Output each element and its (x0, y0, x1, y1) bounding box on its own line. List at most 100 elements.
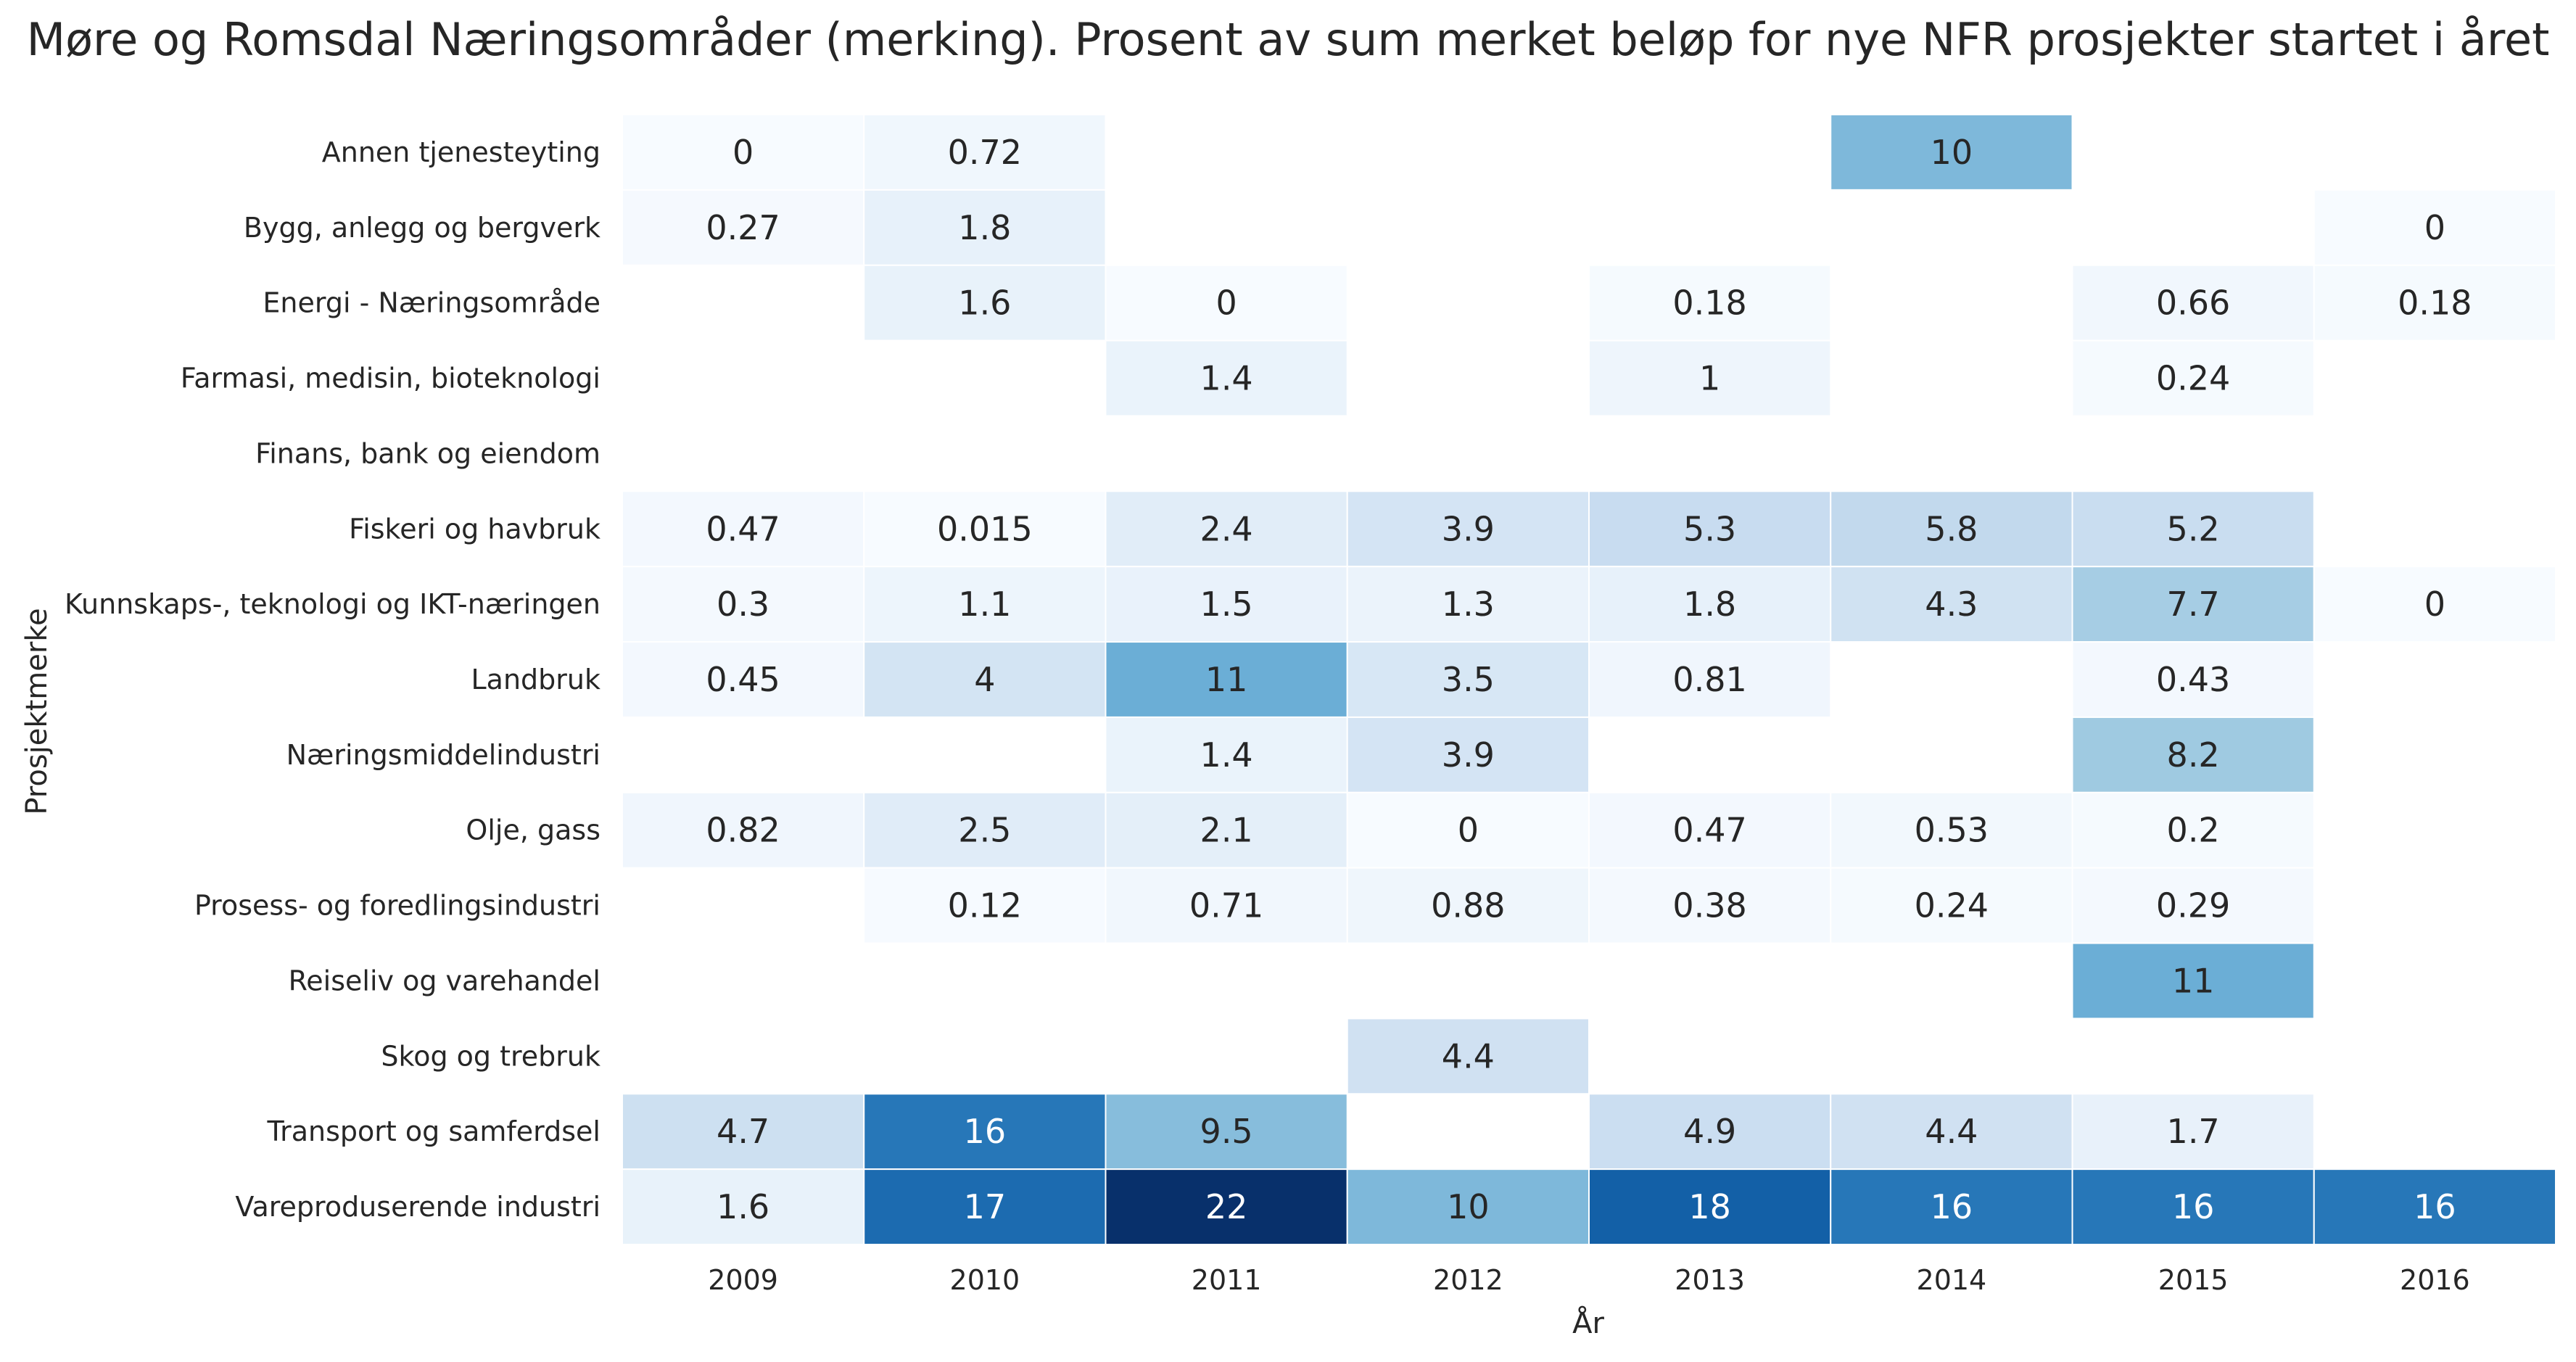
cell-value-label: 8.2 (2167, 735, 2220, 775)
heatmap-cell (863, 791, 1107, 869)
heatmap-cell (863, 490, 1107, 568)
y-tick-label: Fiskeri og havbruk (349, 513, 600, 545)
cell-value-label: 5.2 (2167, 509, 2220, 548)
cell-value-label: 0 (2424, 208, 2445, 247)
heatmap-cell (622, 566, 865, 643)
cell-value-label: 0.82 (706, 811, 780, 850)
cell-value-label: 0 (1458, 811, 1479, 850)
heatmap-cell (2071, 867, 2315, 944)
x-tick-label: 2012 (1433, 1264, 1503, 1296)
y-tick-label: Farmasi, medisin, bioteknologi (181, 363, 600, 395)
cell-value-label: 0.72 (948, 133, 1022, 172)
x-tick-label: 2014 (1917, 1264, 1987, 1296)
cell-value-label: 0 (2424, 585, 2445, 624)
cell-value-label: 0.18 (1672, 284, 1746, 323)
heatmap-cell (2313, 566, 2556, 643)
heatmap-cell (1830, 114, 2073, 191)
heatmap-cell (2071, 566, 2315, 643)
heatmap-cell (622, 1168, 865, 1245)
heatmap-cell (2071, 641, 2315, 718)
cell-value-label: 0.66 (2156, 284, 2230, 323)
heatmap-cell (1346, 716, 1590, 793)
heatmap-cell (1588, 490, 1832, 568)
cell-value-label: 11 (2172, 961, 2215, 1000)
cell-value-label: 1.4 (1200, 359, 1253, 398)
heatmap-cell (622, 189, 865, 266)
cell-value-label: 22 (1205, 1187, 1248, 1226)
heatmap-cells: 0 0.72 100.27 1.8 01.6 0 0.18 0.66 0.181.4 1 0.240… (622, 114, 2556, 1245)
y-tick-label: Vareproduserende industri (235, 1191, 600, 1223)
heatmap-cell (622, 791, 865, 869)
axis-ticks: Annen tjenesteyting Bygg, anlegg og bergv… (65, 136, 2470, 1296)
y-tick-label: Olje, gass (466, 814, 600, 846)
cell-value-label: 0 (1215, 284, 1237, 323)
heatmap-cell (863, 867, 1107, 944)
cell-value-label: 2.4 (1200, 509, 1253, 548)
heatmap-cell (1105, 1093, 1348, 1171)
cell-value-label: 0.29 (2156, 886, 2230, 925)
cell-value-label: 4 (974, 660, 995, 699)
y-tick-label: Bygg, anlegg og bergverk (244, 212, 600, 244)
heatmap-cell (1830, 566, 2073, 643)
heatmap-cell (1105, 264, 1348, 342)
y-tick-label: Landbruk (471, 664, 601, 696)
x-tick-label: 2013 (1675, 1264, 1745, 1296)
cell-value-label: 4.7 (717, 1112, 769, 1151)
cell-value-label: 1.3 (1442, 585, 1495, 624)
cell-value-label: 17 (964, 1187, 1007, 1226)
cell-value-label: 0.24 (1915, 886, 1989, 925)
cell-value-label: 0 (732, 133, 754, 172)
y-tick-label: Prosess- og foredlingsindustri (194, 890, 600, 922)
cell-value-label: 4.3 (1925, 585, 1978, 624)
cell-value-label: 0.12 (948, 886, 1022, 925)
heatmap-cell (622, 114, 865, 191)
heatmap-cell (863, 641, 1107, 718)
cell-value-label: 0.88 (1431, 886, 1505, 925)
heatmap-cell (1346, 867, 1590, 944)
cell-value-label: 16 (2414, 1187, 2456, 1226)
cell-value-label: 5.3 (1683, 509, 1736, 548)
heatmap-cell (1588, 867, 1832, 944)
heatmap-cell (1105, 490, 1348, 568)
cell-value-label: 3.9 (1442, 509, 1495, 548)
cell-value-label: 1.5 (1200, 585, 1253, 624)
cell-value-label: 1.7 (2167, 1112, 2220, 1151)
heatmap-cell (2071, 339, 2315, 417)
heatmap-cell (1346, 490, 1590, 568)
cell-value-label: 1.6 (717, 1187, 769, 1226)
heatmap-cell (1105, 716, 1348, 793)
cell-value-label: 0.71 (1189, 886, 1263, 925)
cell-value-label: 10 (1447, 1187, 1490, 1226)
cell-value-label: 1.8 (1683, 585, 1736, 624)
heatmap-cell (622, 1093, 865, 1171)
cell-value-label: 16 (2172, 1187, 2215, 1226)
heatmap-cell (1105, 1168, 1348, 1245)
cell-value-label: 0.015 (937, 509, 1033, 548)
cell-value-label: 7.7 (2167, 585, 2220, 624)
cell-value-label: 1 (1699, 359, 1720, 398)
y-tick-label: Transport og samferdsel (266, 1115, 600, 1147)
y-tick-label: Annen tjenesteyting (322, 136, 600, 168)
cell-value-label: 9.5 (1200, 1112, 1253, 1151)
cell-value-label: 10 (1931, 133, 1973, 172)
cell-value-label: 0.18 (2398, 284, 2472, 323)
cell-value-label: 4.4 (1442, 1036, 1495, 1076)
heatmap-cell (1588, 641, 1832, 718)
heatmap-cell (863, 1093, 1107, 1171)
cell-value-label: 0.47 (706, 509, 780, 548)
heatmap-cell (863, 189, 1107, 266)
heatmap-cell (863, 566, 1107, 643)
heatmap-cell (1346, 791, 1590, 869)
cell-value-label: 16 (964, 1112, 1007, 1151)
x-tick-label: 2010 (950, 1264, 1020, 1296)
heatmap-cell (863, 1168, 1107, 1245)
heatmap-cell (2071, 716, 2315, 793)
cell-value-label: 0.43 (2156, 660, 2230, 699)
heatmap-cell (2071, 1168, 2315, 1245)
heatmap-cell (1588, 339, 1832, 417)
cell-value-label: 1.8 (958, 208, 1011, 247)
y-tick-label: Kunnskaps-, teknologi og IKT-næringen (65, 588, 600, 620)
heatmap-cell (2313, 264, 2556, 342)
heatmap-cell (863, 264, 1107, 342)
